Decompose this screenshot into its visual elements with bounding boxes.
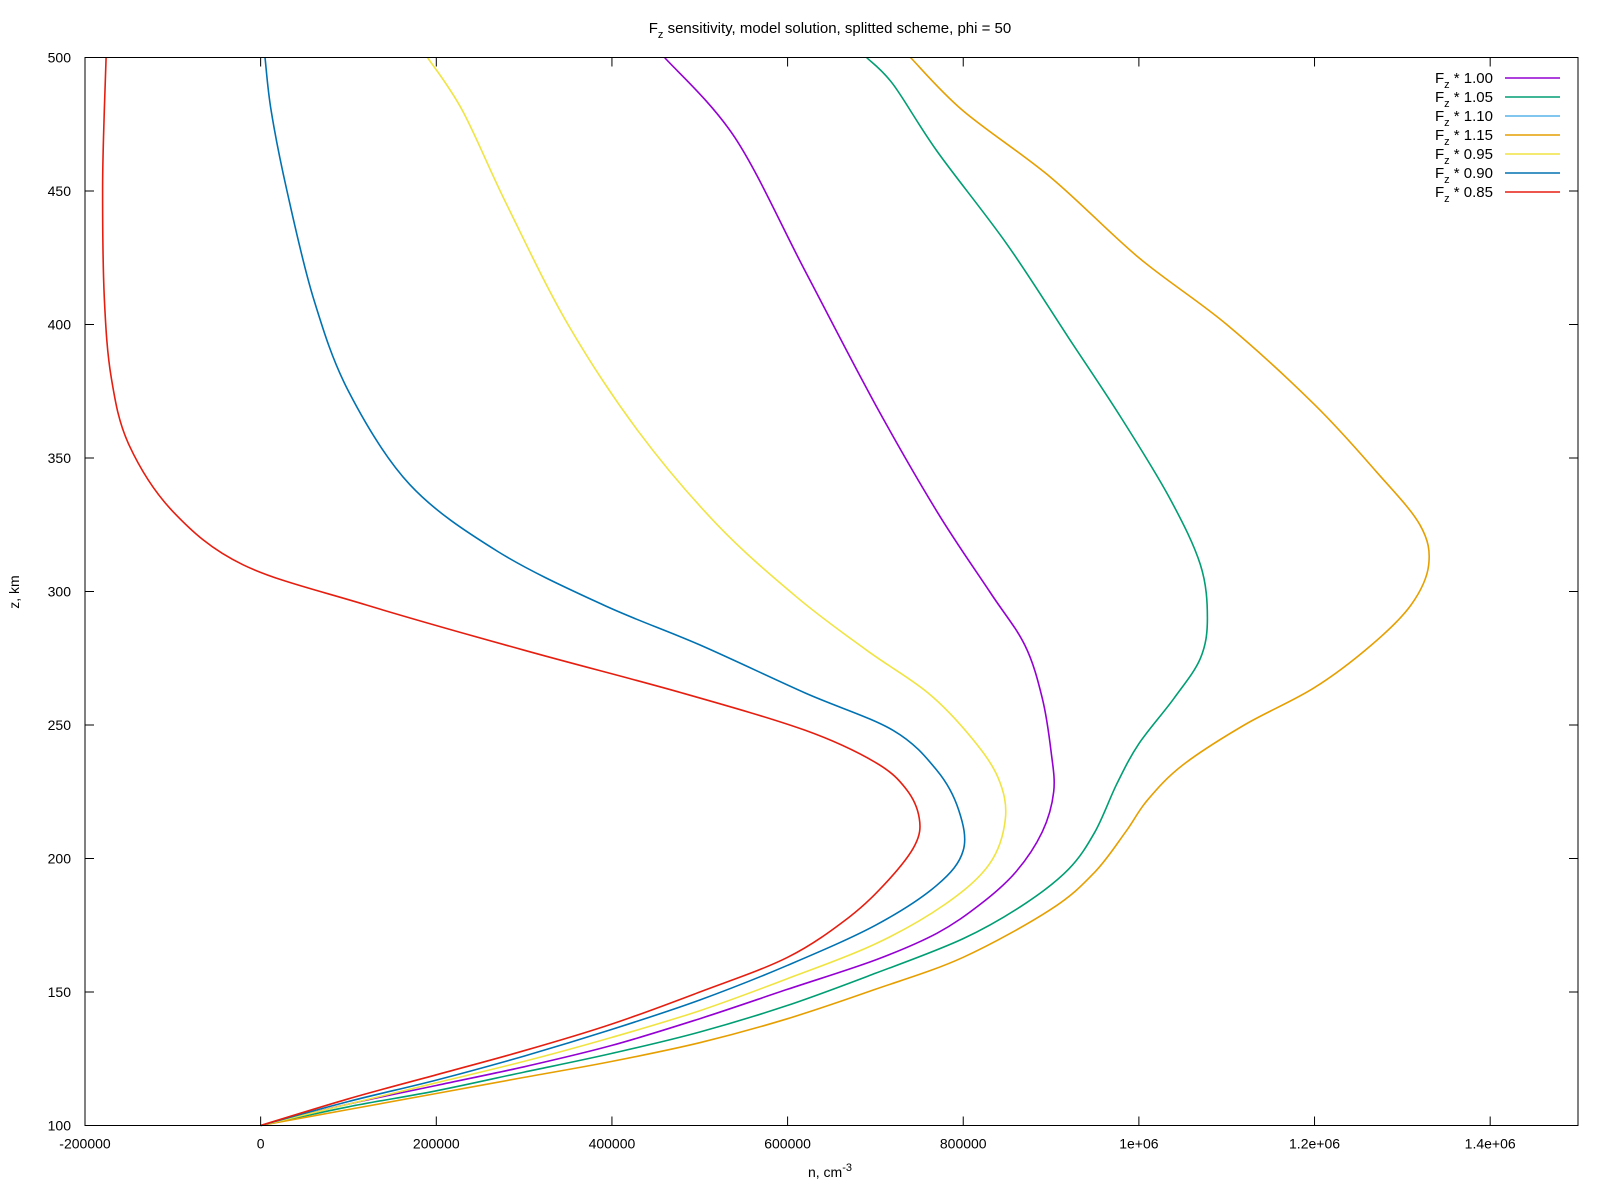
series-line-0 <box>260 56 1055 1127</box>
x-tick-label: 400000 <box>589 1136 636 1152</box>
y-tick-label: 200 <box>48 851 72 867</box>
series-line-1 <box>260 56 1209 1127</box>
legend-entry-label: Fz * 0.95 <box>1435 146 1493 167</box>
legend-entry-label: Fz * 1.15 <box>1435 127 1493 148</box>
x-tick-label: 800000 <box>940 1136 987 1152</box>
x-tick-label: 600000 <box>764 1136 811 1152</box>
legend-entry-label: Fz * 1.10 <box>1435 108 1493 129</box>
y-tick-label: 300 <box>48 584 72 600</box>
legend-entry-label: Fz * 0.85 <box>1435 184 1493 205</box>
y-axis-ticks: 100 150 200 250 300 350 400 450 500 <box>48 50 1578 1134</box>
series-line-6 <box>101 57 921 1127</box>
legend-entry-label: Fz * 1.00 <box>1435 70 1493 91</box>
y-tick-label: 250 <box>48 717 72 733</box>
y-tick-label: 350 <box>48 450 72 466</box>
series-layer <box>101 56 1430 1127</box>
series-line-5 <box>260 57 966 1127</box>
x-axis-ticks: -200000 0 200000 400000 600000 800000 1e+06 1.2… <box>59 57 1516 1152</box>
y-tick-label: 400 <box>48 317 72 333</box>
y-tick-label: 450 <box>48 183 72 199</box>
x-axis-label: n, cm-3 <box>808 1162 852 1180</box>
chart-title: Fz sensitivity, model solution, splitted… <box>649 20 1011 41</box>
series-line-3 <box>260 56 1430 1127</box>
x-tick-label: 1e+06 <box>1119 1136 1159 1152</box>
legend-entry-label: Fz * 0.90 <box>1435 165 1493 186</box>
x-tick-label: 1.2e+06 <box>1289 1136 1340 1152</box>
y-tick-label: 100 <box>48 1118 72 1134</box>
x-tick-label: 200000 <box>413 1136 460 1152</box>
series-line-4 <box>260 57 1007 1127</box>
y-tick-label: 150 <box>48 984 72 1000</box>
x-tick-label: 0 <box>257 1136 265 1152</box>
x-tick-label: -200000 <box>59 1136 111 1152</box>
y-tick-label: 500 <box>48 50 72 66</box>
x-tick-label: 1.4e+06 <box>1465 1136 1516 1152</box>
legend-entry-label: Fz * 1.05 <box>1435 89 1493 110</box>
y-axis-label: z, km <box>6 575 22 608</box>
